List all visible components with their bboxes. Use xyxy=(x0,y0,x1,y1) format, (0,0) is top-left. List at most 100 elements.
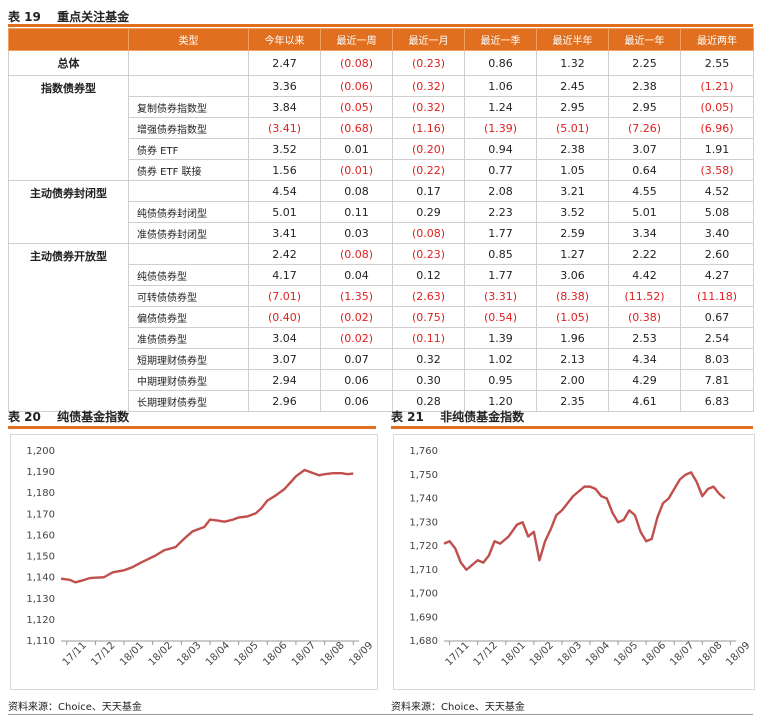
value-cell: 2.13 xyxy=(536,348,609,370)
value-cell: (11.52) xyxy=(608,285,681,307)
x-tick-label: 18/05 xyxy=(612,640,640,668)
value-cell: 2.95 xyxy=(608,96,681,118)
value-cell: 3.34 xyxy=(608,222,681,244)
value-cell: (0.05) xyxy=(680,96,754,118)
value-cell: (0.05) xyxy=(320,96,393,118)
chart-21-caption: 表 21 非纯债基金指数 xyxy=(391,408,524,425)
table-row: 纯债债券封闭型 5.01 0.11 0.29 2.23 3.52 5.01 5.08 xyxy=(9,201,754,223)
value-cell: (0.01) xyxy=(320,159,393,181)
chart-20-rule xyxy=(8,426,376,429)
x-tick-label: 18/04 xyxy=(204,640,232,668)
value-cell: 2.38 xyxy=(536,138,609,160)
header-1m: 最近一月 xyxy=(392,28,465,51)
value-cell: 0.07 xyxy=(320,348,393,370)
value-cell: (5.01) xyxy=(536,117,609,139)
value-cell: 2.22 xyxy=(608,243,681,265)
value-cell: 1.96 xyxy=(536,327,609,349)
value-cell: 5.01 xyxy=(248,201,321,223)
table-row: 主动债券封闭型 4.54 0.08 0.17 2.08 3.21 4.55 4.52 xyxy=(8,180,754,244)
value-cell: 0.28 xyxy=(392,390,465,412)
y-tick-label: 1,120 xyxy=(26,615,55,626)
x-tick-label: 17/11 xyxy=(61,640,89,668)
subtype-cell: 债券 ETF 联接 xyxy=(128,159,249,181)
subtype-cell: 债券 ETF xyxy=(128,138,249,160)
header-type: 类型 xyxy=(128,28,249,51)
value-cell: 0.94 xyxy=(464,138,537,160)
header-1w: 最近一周 xyxy=(320,28,393,51)
table-header-row: 类型 今年以来 最近一周 最近一月 最近一季 最近半年 最近一年 最近两年 xyxy=(8,28,754,51)
value-cell: 1.56 xyxy=(248,159,321,181)
table-19-label: 表 19 xyxy=(8,10,41,24)
value-cell: (1.21) xyxy=(680,75,754,97)
x-tick-label: 18/02 xyxy=(528,640,556,668)
value-cell: 0.32 xyxy=(392,348,465,370)
value-cell: 3.21 xyxy=(536,180,609,202)
pure-bond-index-chart: 1,110 1,120 1,130 1,140 1,150 1,160 1,170 1,180… xyxy=(26,446,375,668)
x-tick-label: 18/06 xyxy=(261,640,289,668)
value-cell: 2.53 xyxy=(608,327,681,349)
value-cell: 1.06 xyxy=(464,75,537,97)
subtype-cell: 短期理财债券型 xyxy=(128,348,249,370)
chart-20-label: 表 20 xyxy=(8,410,41,424)
value-cell: (0.08) xyxy=(320,243,393,265)
value-cell: 0.85 xyxy=(464,243,537,265)
table-row: 长期理财债券型 2.96 0.06 0.28 1.20 2.35 4.61 6.83 xyxy=(9,390,754,412)
value-cell: (0.23) xyxy=(392,243,465,265)
value-cell: 4.29 xyxy=(608,369,681,391)
x-tick-label: 18/03 xyxy=(175,640,203,668)
y-tick-label: 1,130 xyxy=(26,594,55,605)
value-cell: 2.55 xyxy=(680,50,754,76)
x-tick-label: 17/12 xyxy=(472,640,500,668)
x-tick-label: 18/09 xyxy=(724,640,752,668)
value-cell: 4.42 xyxy=(608,264,681,286)
y-tick-label: 1,110 xyxy=(26,636,55,647)
value-cell: 2.96 xyxy=(248,390,321,412)
value-cell: (0.02) xyxy=(320,306,393,328)
chart-21-title: 非纯债基金指数 xyxy=(440,410,525,424)
table-row: 总体 2.47 (0.08) (0.23) 0.86 1.32 2.25 2.55 xyxy=(8,50,754,76)
value-cell: (3.58) xyxy=(680,159,754,181)
value-cell: (11.18) xyxy=(680,285,754,307)
subtype-cell: 准债债券型 xyxy=(128,327,249,349)
value-cell: (0.68) xyxy=(320,117,393,139)
table-row: 短期理财债券型 3.07 0.07 0.32 1.02 2.13 4.34 8.03 xyxy=(9,348,754,370)
table-19-caption: 表 19 重点关注基金 xyxy=(8,8,129,25)
value-cell: 1.39 xyxy=(464,327,537,349)
value-cell: 1.32 xyxy=(536,50,609,76)
chart-21-rule xyxy=(391,426,753,429)
value-cell: 2.54 xyxy=(680,327,754,349)
value-cell: 6.83 xyxy=(680,390,754,412)
header-blank xyxy=(8,28,129,51)
y-tick-label: 1,180 xyxy=(26,488,55,499)
value-cell: (6.96) xyxy=(680,117,754,139)
subtype-cell: 长期理财债券型 xyxy=(128,390,249,412)
table-row: 主动债券开放型 2.42 (0.08) (0.23) 0.85 1.27 2.22 2.60 xyxy=(8,243,754,412)
value-cell: (0.75) xyxy=(392,306,465,328)
value-cell: 5.08 xyxy=(680,201,754,223)
x-tick-label: 18/07 xyxy=(290,640,318,668)
value-cell: 2.47 xyxy=(248,50,321,76)
x-tick-label: 17/11 xyxy=(444,640,472,668)
value-cell: 2.60 xyxy=(680,243,754,265)
chart-20-source: 资料来源：Choice、天天基金 xyxy=(8,702,142,713)
value-cell: 0.29 xyxy=(392,201,465,223)
category-cell: 主动债券封闭型 xyxy=(8,180,129,244)
y-tick-label: 1,170 xyxy=(26,509,55,520)
table-row: 准债债券封闭型 3.41 0.03 (0.08) 1.77 2.59 3.34 3.40 xyxy=(9,222,754,244)
value-cell: 2.42 xyxy=(248,243,321,265)
subtype-cell: 复制债券指数型 xyxy=(128,96,249,118)
table-row: 指数债券型 3.36 (0.06) (0.32) 1.06 2.45 2.38 (1.21) xyxy=(8,75,754,181)
value-cell: (0.08) xyxy=(320,50,393,76)
value-cell: 0.11 xyxy=(320,201,393,223)
table-row: 债券 ETF 联接 1.56 (0.01) (0.22) 0.77 1.05 0.64 (3.… xyxy=(9,159,754,181)
x-tick-label: 18/01 xyxy=(118,640,146,668)
table-19-rule xyxy=(8,24,753,27)
value-cell: (3.31) xyxy=(464,285,537,307)
value-cell: 5.01 xyxy=(608,201,681,223)
value-cell: 1.20 xyxy=(464,390,537,412)
x-tick-label: 18/02 xyxy=(147,640,175,668)
header-ytd: 今年以来 xyxy=(248,28,321,51)
value-cell: 8.03 xyxy=(680,348,754,370)
value-cell: 4.55 xyxy=(608,180,681,202)
header-6m: 最近半年 xyxy=(536,28,609,51)
